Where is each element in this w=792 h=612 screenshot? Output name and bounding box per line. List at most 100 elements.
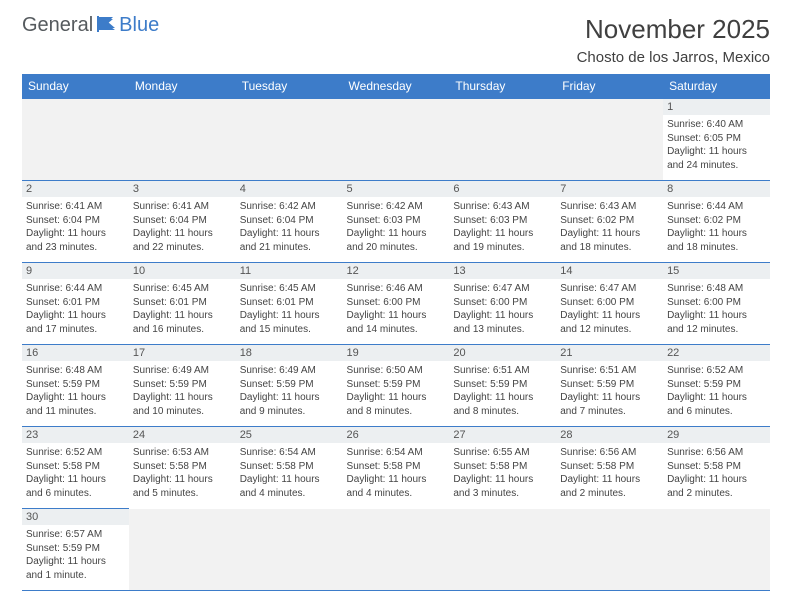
daylight-text: Daylight: 11 hours and 11 minutes. (26, 391, 125, 418)
day-number: 24 (129, 427, 236, 443)
calendar-body: 1Sunrise: 6:40 AMSunset: 6:05 PMDaylight… (22, 99, 770, 591)
sunset-text: Sunset: 6:00 PM (347, 296, 446, 310)
calendar-cell: 15Sunrise: 6:48 AMSunset: 6:00 PMDayligh… (663, 263, 770, 345)
sunrise-text: Sunrise: 6:51 AM (453, 364, 552, 378)
calendar-cell: 27Sunrise: 6:55 AMSunset: 5:58 PMDayligh… (449, 427, 556, 509)
day-content: Sunrise: 6:51 AMSunset: 5:59 PMDaylight:… (556, 361, 663, 422)
day-content: Sunrise: 6:45 AMSunset: 6:01 PMDaylight:… (236, 279, 343, 340)
calendar-cell: 12Sunrise: 6:46 AMSunset: 6:00 PMDayligh… (343, 263, 450, 345)
sunrise-text: Sunrise: 6:56 AM (560, 446, 659, 460)
sunset-text: Sunset: 5:58 PM (133, 460, 232, 474)
day-number: 23 (22, 427, 129, 443)
calendar-cell: 25Sunrise: 6:54 AMSunset: 5:58 PMDayligh… (236, 427, 343, 509)
day-content: Sunrise: 6:49 AMSunset: 5:59 PMDaylight:… (129, 361, 236, 422)
day-number: 22 (663, 345, 770, 361)
day-number: 18 (236, 345, 343, 361)
day-content: Sunrise: 6:40 AMSunset: 6:05 PMDaylight:… (663, 115, 770, 176)
calendar-cell: 10Sunrise: 6:45 AMSunset: 6:01 PMDayligh… (129, 263, 236, 345)
day-number: 28 (556, 427, 663, 443)
sunset-text: Sunset: 5:58 PM (560, 460, 659, 474)
sunset-text: Sunset: 5:59 PM (240, 378, 339, 392)
calendar-week: 9Sunrise: 6:44 AMSunset: 6:01 PMDaylight… (22, 263, 770, 345)
daylight-text: Daylight: 11 hours and 4 minutes. (347, 473, 446, 500)
sunset-text: Sunset: 5:59 PM (453, 378, 552, 392)
day-number: 27 (449, 427, 556, 443)
sunrise-text: Sunrise: 6:50 AM (347, 364, 446, 378)
daylight-text: Daylight: 11 hours and 21 minutes. (240, 227, 339, 254)
calendar-header-row: SundayMondayTuesdayWednesdayThursdayFrid… (22, 74, 770, 99)
sunset-text: Sunset: 6:03 PM (347, 214, 446, 228)
daylight-text: Daylight: 11 hours and 12 minutes. (667, 309, 766, 336)
sunrise-text: Sunrise: 6:49 AM (240, 364, 339, 378)
title-block: November 2025 Chosto de los Jarros, Mexi… (577, 14, 770, 66)
sunrise-text: Sunrise: 6:40 AM (667, 118, 766, 132)
day-header: Thursday (449, 74, 556, 99)
sunset-text: Sunset: 5:59 PM (26, 378, 125, 392)
calendar-cell (343, 509, 450, 591)
day-number: 4 (236, 181, 343, 197)
daylight-text: Daylight: 11 hours and 24 minutes. (667, 145, 766, 172)
calendar-cell (449, 99, 556, 181)
calendar-cell: 16Sunrise: 6:48 AMSunset: 5:59 PMDayligh… (22, 345, 129, 427)
daylight-text: Daylight: 11 hours and 18 minutes. (560, 227, 659, 254)
day-number: 11 (236, 263, 343, 279)
calendar-cell: 3Sunrise: 6:41 AMSunset: 6:04 PMDaylight… (129, 181, 236, 263)
day-content: Sunrise: 6:53 AMSunset: 5:58 PMDaylight:… (129, 443, 236, 504)
calendar-cell (129, 99, 236, 181)
header: General Blue November 2025 Chosto de los… (22, 14, 770, 66)
sunrise-text: Sunrise: 6:48 AM (26, 364, 125, 378)
calendar-cell: 30Sunrise: 6:57 AMSunset: 5:59 PMDayligh… (22, 509, 129, 591)
calendar-cell: 28Sunrise: 6:56 AMSunset: 5:58 PMDayligh… (556, 427, 663, 509)
sunrise-text: Sunrise: 6:51 AM (560, 364, 659, 378)
sunrise-text: Sunrise: 6:45 AM (133, 282, 232, 296)
day-content: Sunrise: 6:52 AMSunset: 5:58 PMDaylight:… (22, 443, 129, 504)
daylight-text: Daylight: 11 hours and 9 minutes. (240, 391, 339, 418)
day-content: Sunrise: 6:43 AMSunset: 6:02 PMDaylight:… (556, 197, 663, 258)
sunset-text: Sunset: 6:01 PM (240, 296, 339, 310)
day-number: 25 (236, 427, 343, 443)
day-header: Friday (556, 74, 663, 99)
day-number: 21 (556, 345, 663, 361)
day-number: 12 (343, 263, 450, 279)
day-number: 6 (449, 181, 556, 197)
calendar-week: 2Sunrise: 6:41 AMSunset: 6:04 PMDaylight… (22, 181, 770, 263)
day-content: Sunrise: 6:55 AMSunset: 5:58 PMDaylight:… (449, 443, 556, 504)
calendar-cell (556, 509, 663, 591)
calendar-cell: 14Sunrise: 6:47 AMSunset: 6:00 PMDayligh… (556, 263, 663, 345)
calendar-cell (556, 99, 663, 181)
sunrise-text: Sunrise: 6:52 AM (26, 446, 125, 460)
sunset-text: Sunset: 5:59 PM (26, 542, 125, 556)
sunrise-text: Sunrise: 6:57 AM (26, 528, 125, 542)
sunrise-text: Sunrise: 6:42 AM (347, 200, 446, 214)
calendar-week: 16Sunrise: 6:48 AMSunset: 5:59 PMDayligh… (22, 345, 770, 427)
calendar-cell (236, 509, 343, 591)
logo-text-blue: Blue (119, 14, 159, 37)
sunrise-text: Sunrise: 6:43 AM (453, 200, 552, 214)
day-content: Sunrise: 6:44 AMSunset: 6:01 PMDaylight:… (22, 279, 129, 340)
day-number: 19 (343, 345, 450, 361)
calendar-cell: 21Sunrise: 6:51 AMSunset: 5:59 PMDayligh… (556, 345, 663, 427)
day-number: 13 (449, 263, 556, 279)
calendar-cell: 26Sunrise: 6:54 AMSunset: 5:58 PMDayligh… (343, 427, 450, 509)
sunrise-text: Sunrise: 6:56 AM (667, 446, 766, 460)
sunrise-text: Sunrise: 6:54 AM (347, 446, 446, 460)
sunrise-text: Sunrise: 6:43 AM (560, 200, 659, 214)
sunrise-text: Sunrise: 6:44 AM (26, 282, 125, 296)
day-header: Tuesday (236, 74, 343, 99)
daylight-text: Daylight: 11 hours and 14 minutes. (347, 309, 446, 336)
day-number: 10 (129, 263, 236, 279)
sunset-text: Sunset: 5:58 PM (240, 460, 339, 474)
day-number: 26 (343, 427, 450, 443)
daylight-text: Daylight: 11 hours and 22 minutes. (133, 227, 232, 254)
daylight-text: Daylight: 11 hours and 18 minutes. (667, 227, 766, 254)
sunset-text: Sunset: 5:59 PM (347, 378, 446, 392)
day-content: Sunrise: 6:43 AMSunset: 6:03 PMDaylight:… (449, 197, 556, 258)
day-content: Sunrise: 6:57 AMSunset: 5:59 PMDaylight:… (22, 525, 129, 586)
calendar-cell: 8Sunrise: 6:44 AMSunset: 6:02 PMDaylight… (663, 181, 770, 263)
daylight-text: Daylight: 11 hours and 2 minutes. (667, 473, 766, 500)
day-content: Sunrise: 6:48 AMSunset: 5:59 PMDaylight:… (22, 361, 129, 422)
day-number: 29 (663, 427, 770, 443)
calendar-cell (663, 509, 770, 591)
sunset-text: Sunset: 5:58 PM (453, 460, 552, 474)
daylight-text: Daylight: 11 hours and 7 minutes. (560, 391, 659, 418)
